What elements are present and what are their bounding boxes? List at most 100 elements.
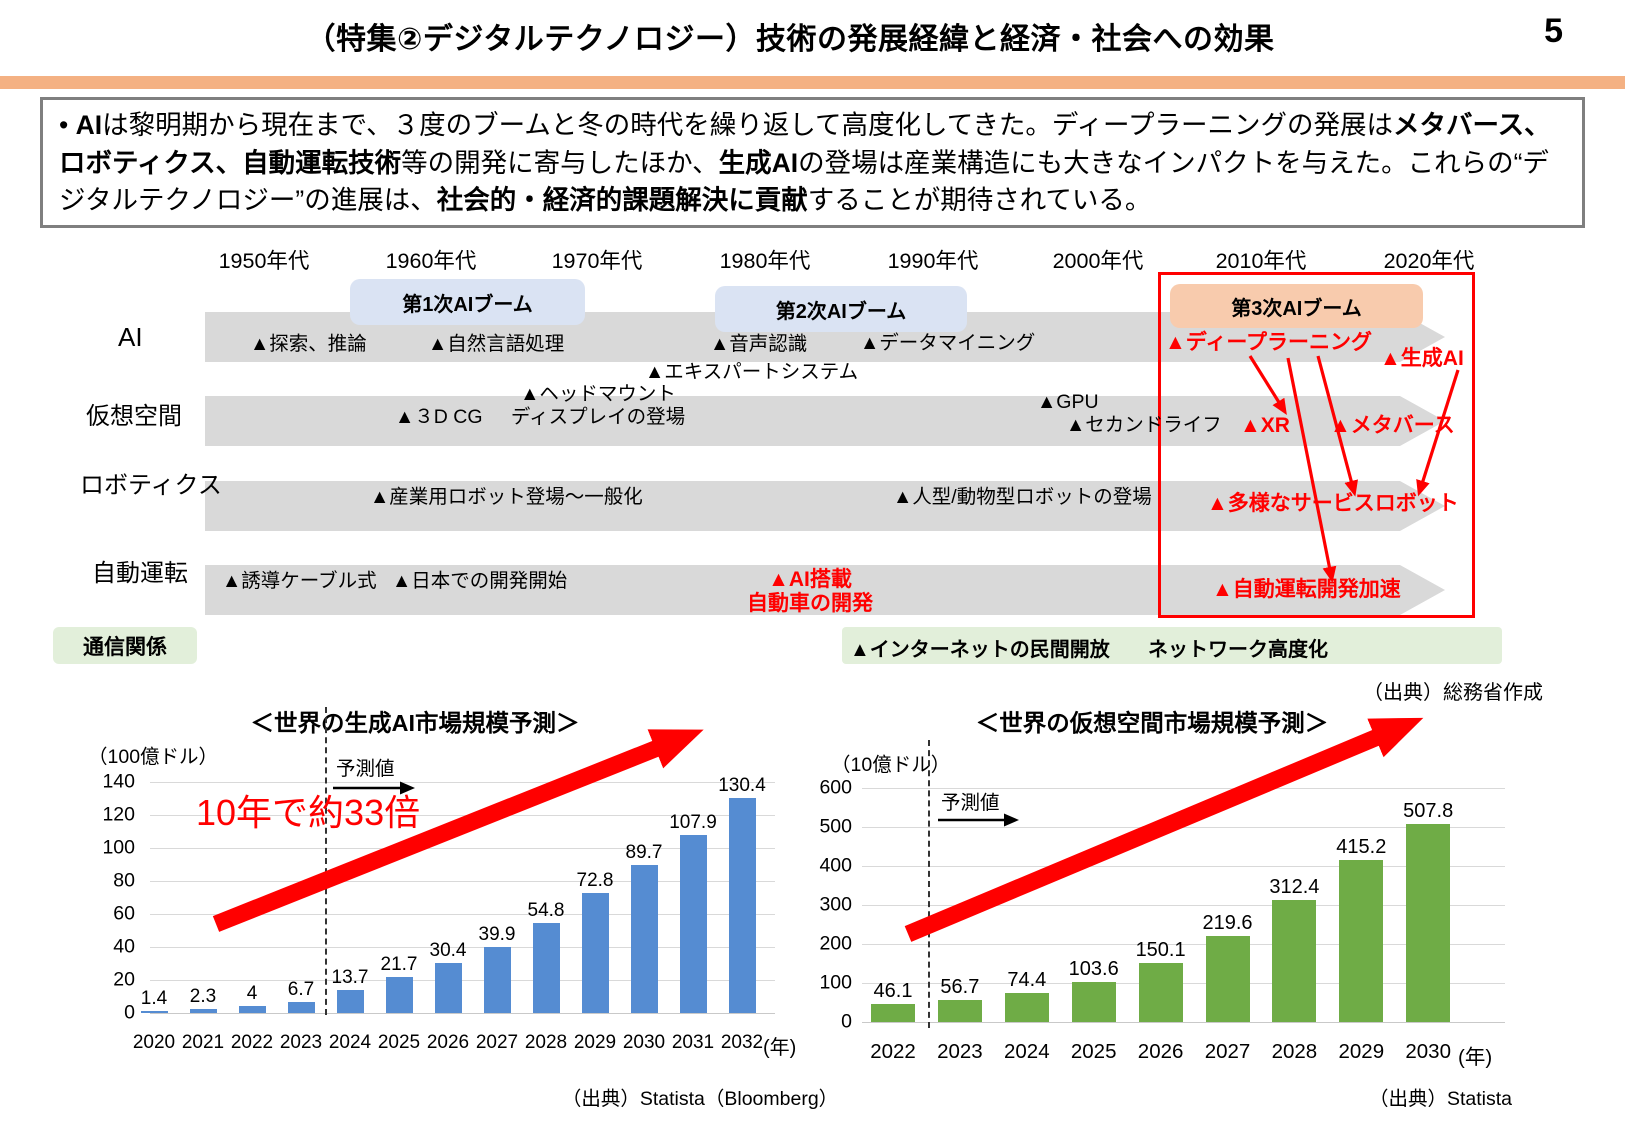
decade-label: 1980年代 xyxy=(719,249,811,273)
page-number: 5 xyxy=(1544,12,1563,50)
timeline-marker: ▲探索、推論 xyxy=(250,333,367,355)
year-label: 2030 xyxy=(1405,1040,1451,1063)
year-label: 2023 xyxy=(937,1040,983,1063)
y-axis-tick-label: 200 xyxy=(819,932,852,955)
bar-2031 xyxy=(679,834,707,1013)
row-label-ai: AI xyxy=(118,322,143,352)
decade-label: 1970年代 xyxy=(551,249,643,273)
bar-2030 xyxy=(1406,823,1451,1022)
year-label: 2025 xyxy=(377,1032,421,1053)
summary-box: • AIは黎明期から現在まで、３度のブームと冬の時代を繰り返して高度化してきた。… xyxy=(40,97,1585,228)
year-label: 2031 xyxy=(671,1032,715,1053)
timeline-marker: ▲生成AI xyxy=(1380,347,1464,370)
y-axis-tick-label: 100 xyxy=(819,971,852,994)
y-axis-tick-label: 0 xyxy=(124,1001,135,1024)
bullet: • xyxy=(59,110,69,140)
year-label: 2025 xyxy=(1070,1040,1117,1063)
decade-label: 1960年代 xyxy=(385,249,477,273)
summary-segment-bold: AI xyxy=(75,110,103,140)
bar-2023 xyxy=(287,1001,315,1013)
chart-unit-genai: （100億ドル） xyxy=(88,746,219,768)
value-label: 130.4 xyxy=(718,774,766,796)
timeline-marker: ▲人型/動物型ロボットの登場 xyxy=(893,486,1152,508)
decade-label: 2010年代 xyxy=(1215,249,1307,273)
value-label: 219.6 xyxy=(1202,912,1253,935)
summary-segment: の登場は産業構造にも大きなインパクトを与えた。これらの“デジタルテクノロジー”の… xyxy=(59,147,1549,216)
row-label-robotics: ロボティクス xyxy=(80,472,222,499)
y-axis-tick-label: 0 xyxy=(841,1010,852,1033)
value-label: 107.9 xyxy=(669,811,717,833)
y-axis-tick-label: 40 xyxy=(113,935,135,958)
timeline-marker: ▲ディープラーニング xyxy=(1165,331,1373,354)
timeline-source: （出典）総務省作成 xyxy=(1363,682,1543,704)
bar-2025 xyxy=(1071,981,1116,1022)
value-label: 39.9 xyxy=(478,924,516,946)
y-axis-tick-label: 60 xyxy=(113,902,135,925)
decade-label: 2000年代 xyxy=(1052,249,1144,273)
growth-annotation: 10年で約33倍 xyxy=(196,792,421,833)
value-label: 56.7 xyxy=(940,975,980,998)
summary-segment: は黎明期から現在まで、３度のブームと冬の時代を繰り返して高度化してきた。ディープ… xyxy=(102,110,1393,140)
y-axis-tick-label: 140 xyxy=(102,770,135,793)
year-label: 2027 xyxy=(1204,1040,1251,1063)
value-label: 21.7 xyxy=(380,954,418,976)
boom-box-2: 第2次AIブーム xyxy=(715,286,967,332)
timeline-marker: ▲セカンドライフ xyxy=(1066,414,1222,436)
year-label: 2030 xyxy=(622,1032,666,1053)
y-axis-tick-label: 600 xyxy=(819,776,852,799)
year-label: 2028 xyxy=(1271,1040,1318,1063)
bar-2027 xyxy=(483,947,511,1013)
value-label: 415.2 xyxy=(1336,836,1387,859)
value-label: 13.7 xyxy=(331,967,369,989)
comm-event-network: ネットワーク高度化 xyxy=(1148,639,1328,661)
row-label-autodrive: 自動運転 xyxy=(92,560,188,587)
forecast-label-genai: 予測値 xyxy=(336,758,395,780)
value-label: 89.7 xyxy=(625,841,663,863)
timeline-band-robotics xyxy=(205,481,1445,531)
chart-title-vr: ＜世界の仮想空間市場規模予測＞ xyxy=(975,710,1329,736)
year-label: 2026 xyxy=(1137,1040,1184,1063)
value-label: 4 xyxy=(246,983,258,1005)
bar-2020 xyxy=(140,1010,168,1013)
timeline-marker: ▲エキスパートシステム xyxy=(645,361,859,383)
bar-2024 xyxy=(1004,992,1049,1022)
bar-2021 xyxy=(189,1009,217,1013)
value-label: 74.4 xyxy=(1007,968,1047,991)
x-suffix-genai: (年) xyxy=(763,1037,797,1059)
timeline-marker: ▲自然言語処理 xyxy=(428,333,565,355)
value-label: 72.8 xyxy=(576,869,614,891)
year-label: 2026 xyxy=(426,1032,470,1053)
timeline-marker: ▲３D CG xyxy=(395,406,483,428)
y-axis-tick-label: 120 xyxy=(102,803,135,826)
y-axis-tick-label: 100 xyxy=(102,836,135,859)
bar-2027 xyxy=(1205,936,1250,1022)
boom-box-3: 第3次AIブーム xyxy=(1170,284,1423,328)
y-axis-tick-label: 20 xyxy=(113,968,135,991)
bar-2028 xyxy=(532,922,560,1013)
comm-row-label: 通信関係 xyxy=(53,627,197,664)
summary-text: AIは黎明期から現在まで、３度のブームと冬の時代を繰り返して高度化してきた。ディ… xyxy=(59,110,1551,215)
gridline xyxy=(862,944,1505,945)
value-label: 312.4 xyxy=(1269,876,1320,899)
value-label: 1.4 xyxy=(140,987,168,1009)
year-label: 2032 xyxy=(720,1032,764,1053)
title-divider xyxy=(0,76,1625,89)
gridline xyxy=(150,1013,775,1014)
timeline-marker: ▲ヘッドマウント ディスプレイの登場 xyxy=(510,383,686,428)
decade-label: 1950年代 xyxy=(218,249,310,273)
timeline-marker: ▲誘導ケーブル式 xyxy=(222,570,377,592)
comm-band xyxy=(842,627,1502,664)
decade-label: 2020年代 xyxy=(1383,249,1475,273)
timeline-marker: ▲XR xyxy=(1240,414,1290,437)
year-label: 2027 xyxy=(475,1032,519,1053)
bar-2026 xyxy=(434,962,462,1013)
bar-2028 xyxy=(1272,900,1317,1022)
value-label: 6.7 xyxy=(287,978,315,1000)
timeline-band-autodrive xyxy=(205,565,1445,615)
summary-segment-bold: メタバース、ロボティクス、自動運転技術 xyxy=(59,110,1551,178)
bar-2024 xyxy=(336,990,364,1013)
timeline-marker: ▲自動運転開発加速 xyxy=(1212,578,1401,601)
timeline-marker: ▲産業用ロボット登場～一般化 xyxy=(370,486,643,508)
